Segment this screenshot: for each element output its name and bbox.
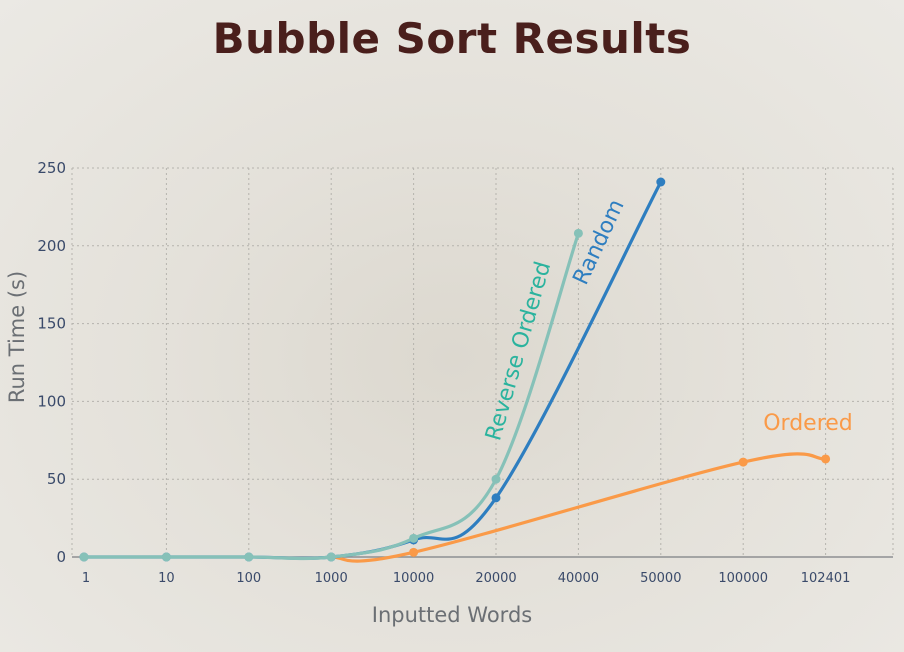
data-point-reverse-ordered [573,228,583,238]
data-point-ordered [821,454,831,464]
x-tick-label: 10000 [393,571,434,586]
x-tick-label: 20000 [475,571,516,586]
x-tick-label: 1 [82,571,90,586]
y-tick-label: 150 [37,315,66,333]
data-point-reverse-ordered [326,552,336,562]
chart-title: Bubble Sort Results [212,14,692,63]
series-label-random: Random [569,196,630,289]
y-axis-label: Run Time (s) [5,271,29,403]
x-axis-label: Inputted Words [372,603,532,627]
y-tick-label: 100 [37,392,66,410]
y-tick-label: 0 [56,548,66,566]
x-tick-label: 100000 [718,571,768,586]
data-point-reverse-ordered [244,552,254,562]
data-point-ordered [738,457,748,467]
data-point-reverse-ordered [491,474,501,484]
tick-layer: 0 50 100 150 200 250 1 10 100 1000 10000 20000 40000… [37,159,850,586]
x-tick-label: 100 [236,571,261,586]
data-point-random [656,177,666,187]
grid-layer [72,167,894,557]
y-tick-label: 50 [47,470,66,488]
x-tick-label: 50000 [640,571,681,586]
x-tick-label: 40000 [558,571,599,586]
y-tick-label: 200 [37,237,66,255]
series-layer [79,177,831,563]
x-tick-label: 10 [158,571,175,586]
series-line-random [82,180,663,560]
series-line-ordered [329,452,828,563]
data-point-ordered [409,547,419,557]
x-tick-label: 102401 [801,571,851,586]
data-point-reverse-ordered [161,552,171,562]
data-point-reverse-ordered [409,533,419,543]
series-label-ordered: Ordered [763,411,853,436]
data-point-reverse-ordered [79,552,89,562]
x-tick-label: 1000 [315,571,348,586]
data-point-random [491,493,501,503]
y-tick-label: 250 [37,159,66,177]
